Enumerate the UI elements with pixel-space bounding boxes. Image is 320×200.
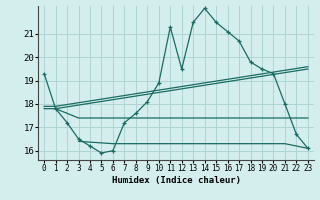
X-axis label: Humidex (Indice chaleur): Humidex (Indice chaleur) — [111, 176, 241, 185]
